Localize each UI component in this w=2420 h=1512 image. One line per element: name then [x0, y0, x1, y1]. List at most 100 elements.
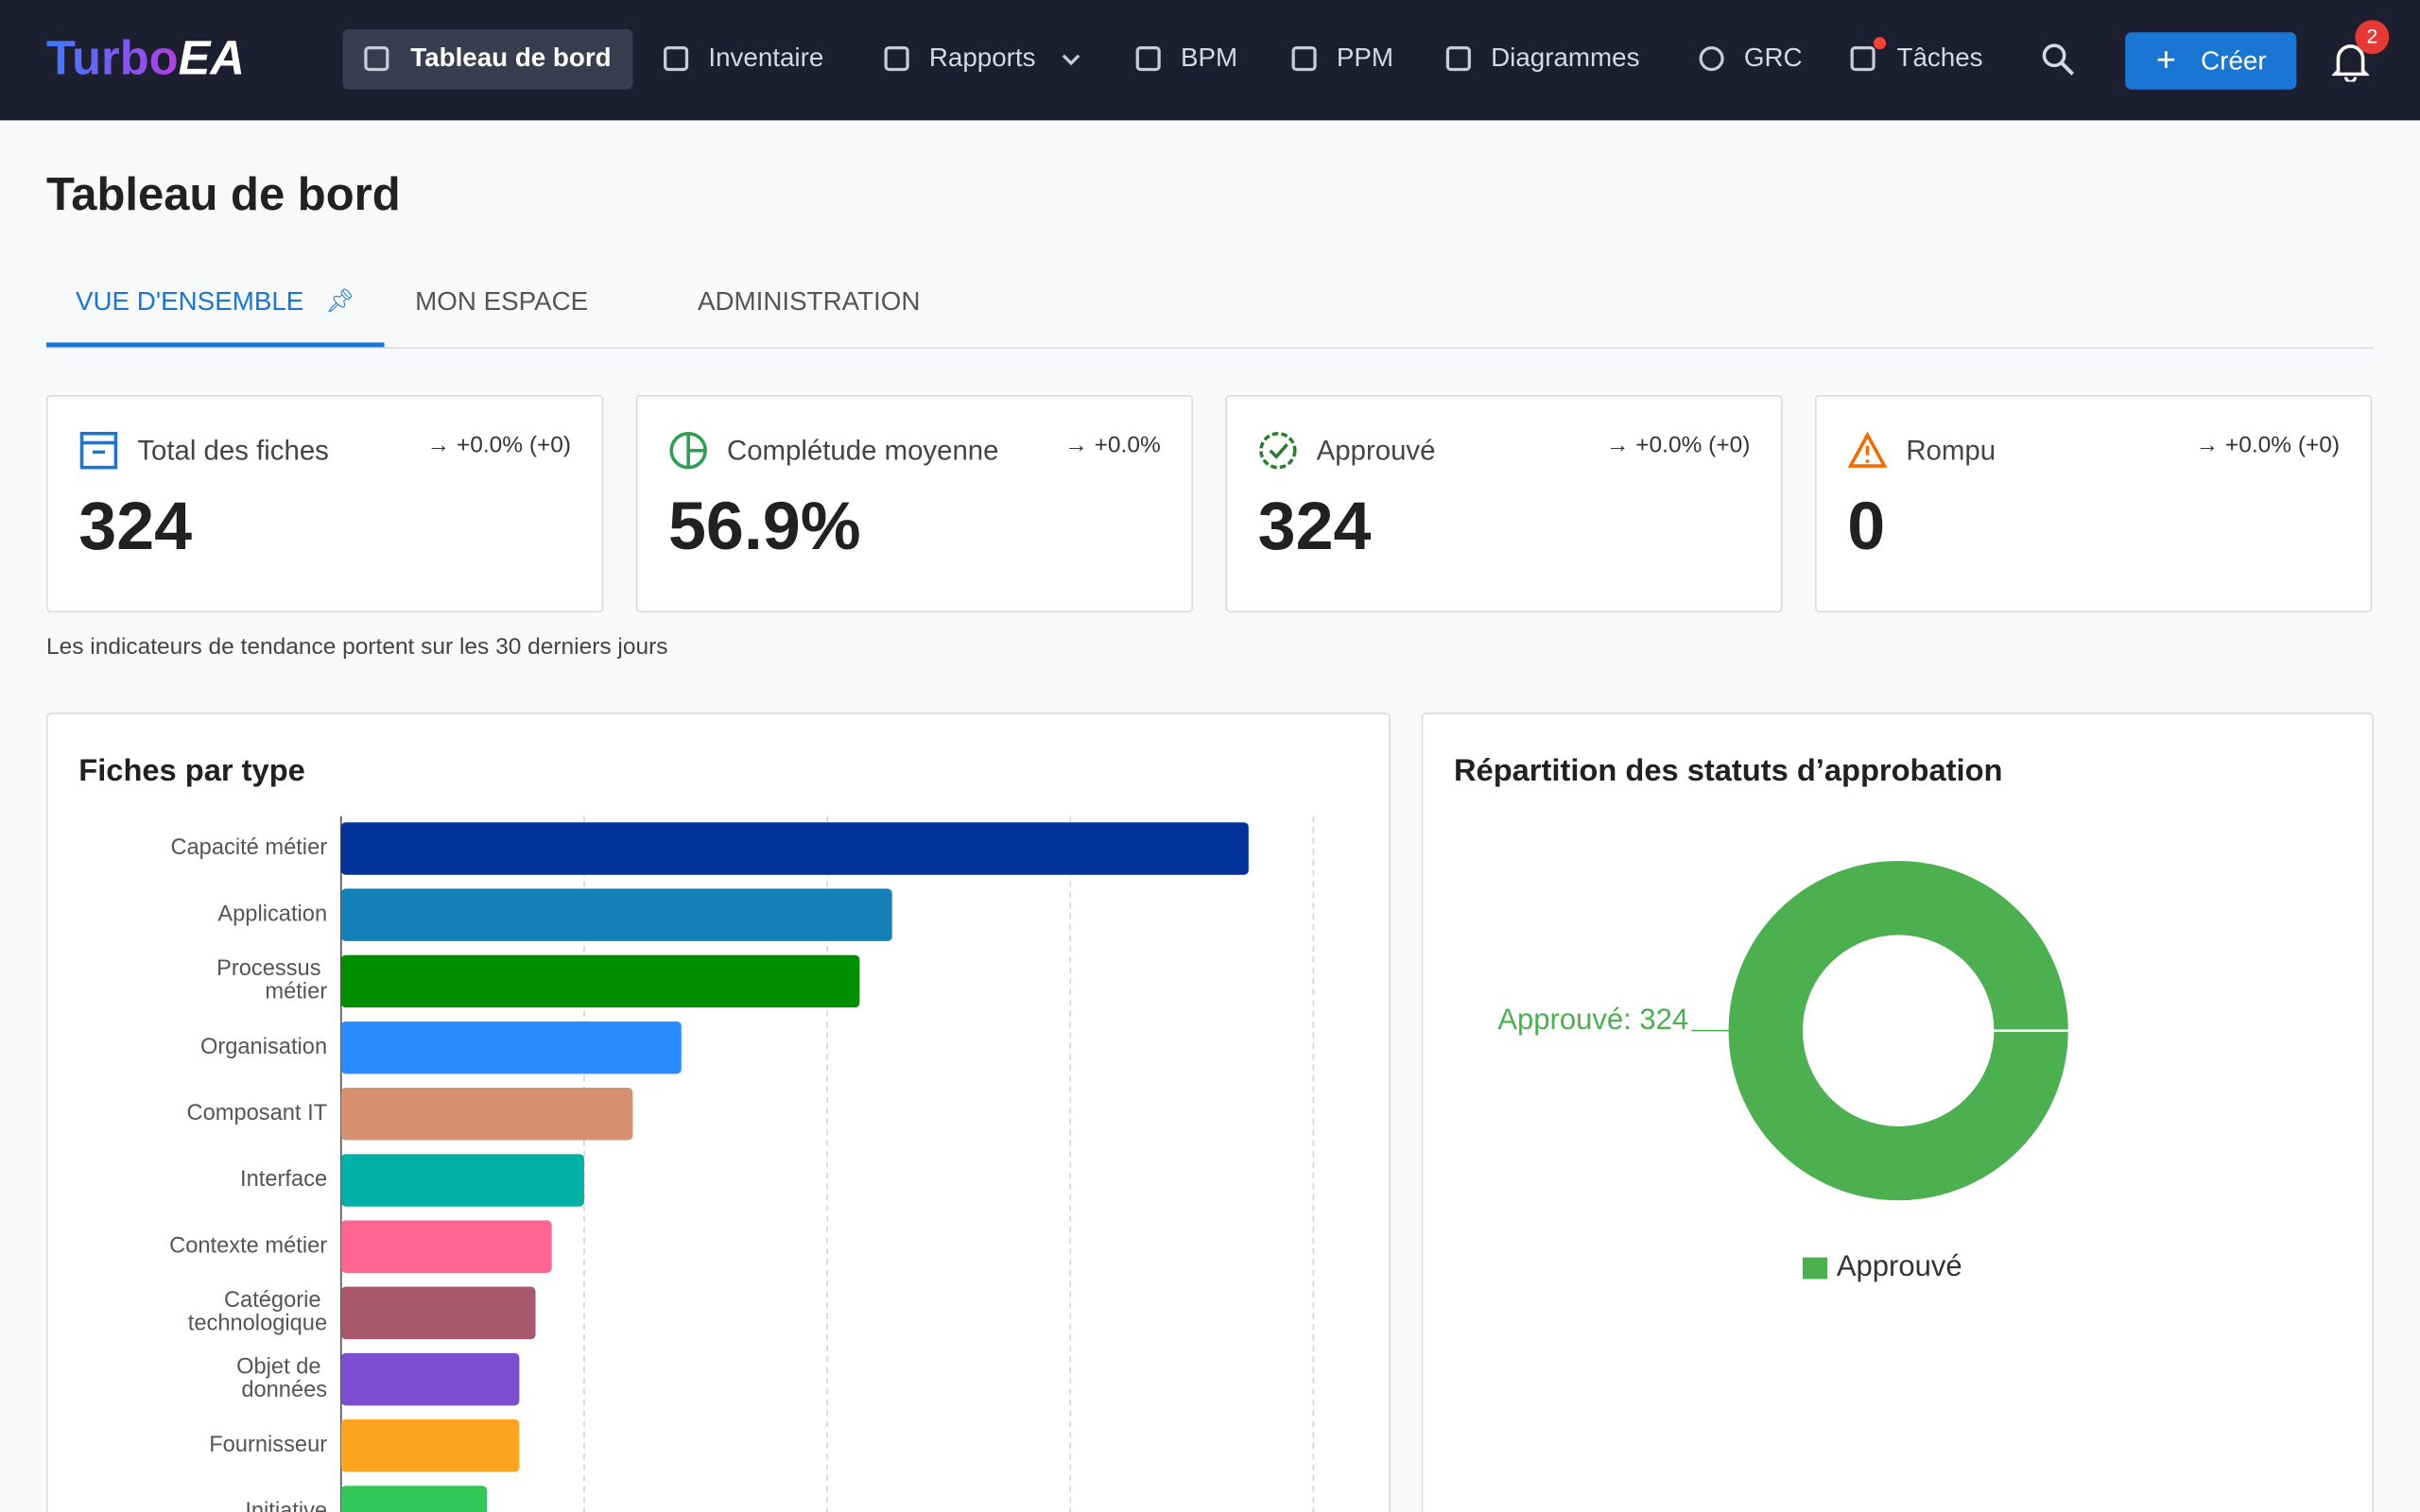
kpi-value: 0 [1847, 489, 1886, 565]
kpi-value: 324 [78, 489, 193, 565]
bar [340, 1486, 488, 1512]
nav-item[interactable]: Rapports [928, 43, 1036, 73]
badge: 2 [2355, 20, 2390, 55]
tab[interactable]: ADMINISTRATION [697, 286, 921, 317]
nav-icon [364, 45, 389, 72]
chevron [1062, 54, 1080, 66]
label-line: données [241, 1378, 327, 1402]
kpi-icon [669, 431, 707, 470]
nav-item[interactable]: Inventaire [708, 43, 824, 73]
bar [340, 1021, 682, 1074]
tab[interactable]: VUE D'ENSEMBLE [76, 286, 304, 317]
bar [340, 1088, 633, 1141]
nav-icon [1291, 45, 1317, 72]
kpi-trend-value: +0.0% (+0) [456, 432, 572, 458]
kpi-card: Total des fiches → +0.0% (+0) 324 [45, 394, 604, 613]
bar [340, 954, 860, 1008]
label-line: Processus [216, 956, 327, 981]
bar [340, 822, 1249, 875]
bar-plot: Capacité métier Application Processus méti… [169, 816, 1315, 1512]
nav-item[interactable]: Tâches [1896, 43, 1983, 73]
nav-active-bg[interactable] [342, 29, 633, 90]
y-tick-label: Organisation [200, 1035, 327, 1059]
tab-indicator [45, 342, 385, 348]
y-tick-label: Interface [240, 1167, 327, 1192]
bar [340, 1352, 520, 1406]
nav-item[interactable]: Tableau de bord [410, 43, 612, 73]
kpi-card: Rompu → +0.0% (+0) 0 [1814, 394, 2373, 613]
create-button[interactable]: + Créer [2125, 32, 2297, 90]
kpi-title: Rompu [1906, 435, 1996, 467]
button-label: Créer [2201, 45, 2267, 76]
note: Les indicateurs de tendance portent sur … [45, 634, 668, 661]
nav-icon [1699, 45, 1724, 72]
y-tick-label: Contexte métier [169, 1233, 327, 1258]
search-icon[interactable] [2042, 43, 2076, 77]
bar [340, 1419, 520, 1472]
label-line: technologique [188, 1312, 327, 1336]
y-tick-label: Catégorie technologique [188, 1288, 327, 1335]
nav-item[interactable]: BPM [1180, 43, 1238, 73]
legend-swatch [1802, 1257, 1828, 1280]
chart-title: Répartition des statuts d’approbation [1453, 754, 2003, 789]
bar [340, 1286, 536, 1340]
data-label: Approuvé: 324 [1497, 1003, 1688, 1036]
chart-panel: Répartition des statuts d’approbation [1421, 713, 2375, 1512]
logo[interactable]: TurboEA [46, 31, 245, 87]
kpi-card: Complétude moyenne → +0.0% 56.9% [635, 394, 1194, 613]
kpi-trend: → +0.0% (+0) [2195, 432, 2341, 458]
tab[interactable]: MON ESPACE [415, 286, 589, 317]
kpi-value: 324 [1257, 489, 1372, 565]
y-tick-label: Composant IT [187, 1101, 328, 1125]
kpi-trend: → +0.0% (+0) [1605, 432, 1751, 458]
nav-icon [1850, 45, 1876, 72]
page-title: Tableau de bord [45, 169, 401, 221]
kpi-value: 56.9% [667, 489, 861, 565]
y-tick-label: Objet de données [236, 1355, 327, 1402]
plus-icon: + [2155, 40, 2176, 79]
pin-icon: 📌︎ [325, 288, 355, 316]
kpi-trend-value: +0.0% [1094, 432, 1161, 458]
kpi-trend-value: +0.0% (+0) [1635, 432, 1751, 458]
logo-text: EA [178, 30, 245, 85]
legend-label: Approuvé [1837, 1249, 1962, 1282]
y-tick-label: Capacité métier [170, 835, 327, 860]
kpi-title: Approuvé [1316, 435, 1436, 467]
nav-icon [1135, 45, 1161, 72]
nav-icon [884, 45, 909, 72]
top-nav: TurboEA Tableau de bord Inventaire Rappo… [0, 0, 2420, 121]
logo-text: Turbo [45, 30, 179, 85]
bar [340, 1154, 584, 1207]
kpi-card: Approuvé → +0.0% (+0) 324 [1225, 394, 1783, 613]
kpi-trend: → +0.0% [1064, 432, 1161, 458]
y-tick-label: Application [217, 902, 327, 926]
donut-slice [1728, 861, 2068, 1201]
notif-dot [1874, 37, 1887, 50]
y-tick-label: Fournisseur [209, 1433, 327, 1457]
label-line: Objet de [236, 1355, 327, 1380]
kpi-title: Total des fiches [137, 435, 329, 467]
nav-item[interactable]: PPM [1336, 43, 1394, 73]
label-line: Catégorie [224, 1288, 327, 1313]
label-line: métier [265, 980, 327, 1005]
nav-item[interactable]: GRC [1743, 43, 1803, 73]
bar [340, 888, 892, 941]
kpi-trend: → +0.0% (+0) [426, 432, 572, 458]
kpi-icon [1259, 431, 1297, 470]
y-tick-label: Processus métier [216, 956, 327, 1004]
y-tick-label: Initiative [245, 1499, 327, 1512]
nav-icon [664, 45, 689, 72]
bar [340, 1220, 552, 1273]
nav-icon [1445, 45, 1471, 72]
kpi-title: Complétude moyenne [726, 435, 999, 467]
bell-icon[interactable] [2331, 42, 2370, 82]
kpi-icon [1847, 431, 1888, 468]
kpi-trend-value: +0.0% (+0) [2224, 432, 2341, 458]
kpi-icon [79, 431, 118, 470]
chart-title: Fiches par type [78, 754, 305, 789]
tabs-divider [45, 347, 2375, 349]
nav-item[interactable]: Diagrammes [1491, 43, 1640, 73]
